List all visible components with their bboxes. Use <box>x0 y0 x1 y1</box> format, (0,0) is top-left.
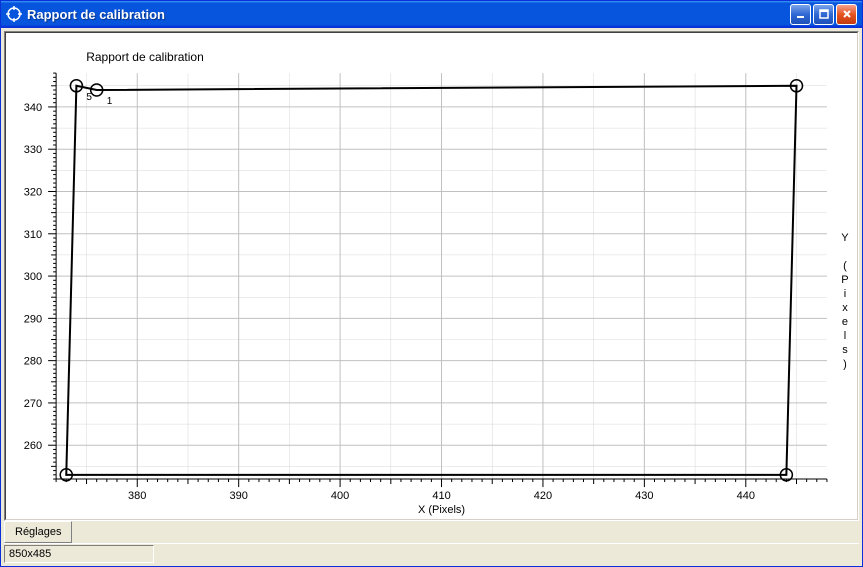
close-button[interactable] <box>836 4 857 25</box>
window-title: Rapport de calibration <box>27 7 790 22</box>
svg-text:430: 430 <box>635 490 653 502</box>
svg-text:300: 300 <box>24 271 42 283</box>
svg-text:Rapport de calibration: Rapport de calibration <box>86 50 204 64</box>
status-size: 850x485 <box>4 545 154 563</box>
svg-text:410: 410 <box>432 490 450 502</box>
chart-panel: 380 390 400 410 420 430 440 260 270 280 290 300 310 3… <box>4 31 859 521</box>
svg-text:Y: Y <box>841 232 849 244</box>
window: Rapport de calibration 380 390 400 410 420 43… <box>0 0 863 567</box>
svg-text:x: x <box>842 302 848 314</box>
svg-text:P: P <box>841 274 848 286</box>
svg-text:320: 320 <box>24 186 42 198</box>
svg-text:290: 290 <box>24 313 42 325</box>
svg-text:390: 390 <box>229 490 247 502</box>
titlebar[interactable]: Rapport de calibration <box>1 1 862 28</box>
svg-text:): ) <box>843 358 847 370</box>
window-controls <box>790 4 857 25</box>
svg-text:420: 420 <box>534 490 552 502</box>
svg-text:310: 310 <box>24 229 42 241</box>
svg-text:s: s <box>842 344 848 356</box>
svg-text:280: 280 <box>24 356 42 368</box>
svg-text:340: 340 <box>24 102 42 114</box>
status-bar: 850x485 <box>4 543 859 563</box>
minimize-button[interactable] <box>790 4 811 25</box>
svg-text:(: ( <box>843 260 847 272</box>
tab-bar: Réglages <box>4 521 859 543</box>
svg-text:1: 1 <box>107 96 113 107</box>
svg-text:270: 270 <box>24 398 42 410</box>
svg-text:440: 440 <box>737 490 755 502</box>
svg-text:330: 330 <box>24 144 42 156</box>
client-area: 380 390 400 410 420 430 440 260 270 280 290 300 310 3… <box>1 28 862 566</box>
svg-text:i: i <box>844 288 846 300</box>
svg-text:380: 380 <box>128 490 146 502</box>
svg-text:e: e <box>842 316 848 328</box>
svg-text:X (Pixels): X (Pixels) <box>418 504 465 516</box>
app-icon <box>6 6 22 22</box>
svg-text:260: 260 <box>24 440 42 452</box>
maximize-button[interactable] <box>813 4 834 25</box>
tab-reglages[interactable]: Réglages <box>4 521 72 543</box>
calibration-chart: 380 390 400 410 420 430 440 260 270 280 290 300 310 3… <box>6 33 857 519</box>
svg-text:400: 400 <box>331 490 349 502</box>
svg-text:l: l <box>844 330 846 342</box>
